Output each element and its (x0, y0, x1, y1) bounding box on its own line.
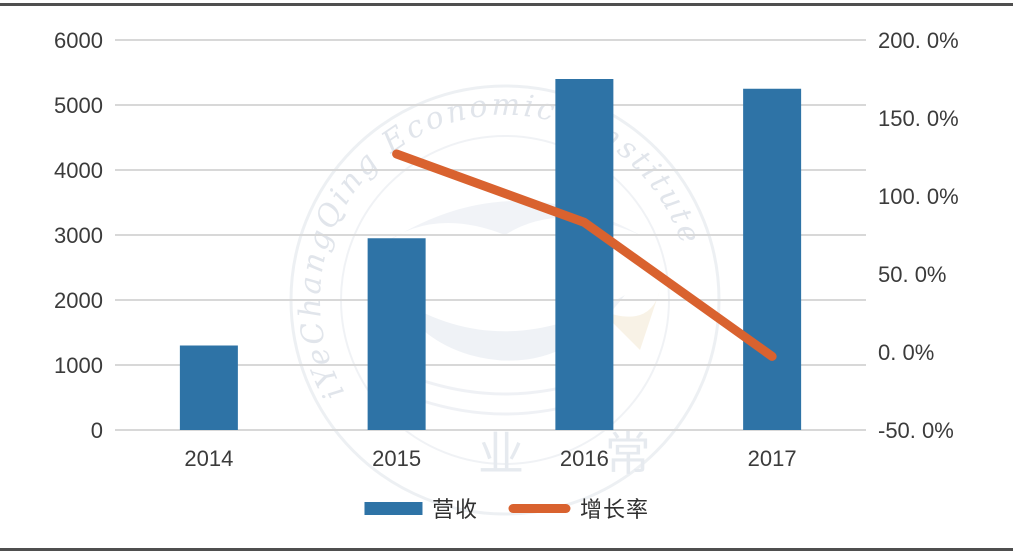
legend-item-growth: 增长率 (508, 492, 649, 524)
legend-label-growth: 增长率 (580, 497, 650, 522)
right-axis-labels: -50. 0% 0. 0% 50. 0% 100. 0% 150. 0% 200. 0% (878, 28, 959, 443)
x-axis-labels: 2014 2015 2016 2017 (184, 446, 796, 471)
line-series (392, 149, 777, 361)
x-label-2016: 2016 (560, 446, 609, 471)
x-label-2014: 2014 (184, 446, 233, 471)
watermark-cjk-text: 业 常 (478, 428, 685, 480)
right-tick--50.0%: -50. 0% (878, 418, 954, 443)
right-tick-200.0%: 200. 0% (878, 28, 959, 53)
growth-line-swatch (508, 503, 570, 513)
x-label-2017: 2017 (748, 446, 797, 471)
left-tick-4000: 4000 (54, 158, 103, 183)
bar-2015 (367, 238, 426, 430)
bar-2014 (179, 345, 238, 430)
left-tick-6000: 6000 (54, 28, 103, 53)
legend-item-revenue: 营收 (363, 492, 478, 524)
legend-label-revenue: 营收 (431, 497, 478, 522)
legend: 营收 增长率 (363, 492, 649, 524)
bottom-border-rule (0, 548, 1013, 551)
left-tick-0: 0 (91, 418, 103, 443)
left-tick-1000: 1000 (54, 353, 103, 378)
left-tick-5000: 5000 (54, 93, 103, 118)
revenue-bar-swatch (363, 501, 422, 515)
bar-2017 (743, 88, 802, 430)
right-tick-50.0%: 50. 0% (878, 262, 947, 287)
right-tick-0.0%: 0. 0% (878, 340, 934, 365)
bar-2016 (555, 79, 614, 430)
right-tick-150.0%: 150. 0% (878, 106, 959, 131)
gridlines (115, 39, 866, 431)
left-tick-2000: 2000 (54, 288, 103, 313)
right-tick-100.0%: 100. 0% (878, 184, 959, 209)
left-tick-3000: 3000 (54, 223, 103, 248)
growth-rate-line (392, 149, 777, 361)
left-axis-labels: 0 1000 2000 3000 4000 5000 6000 (54, 28, 103, 443)
x-label-2015: 2015 (372, 446, 421, 471)
top-border-rule (0, 3, 1013, 6)
bar-series (179, 79, 802, 430)
